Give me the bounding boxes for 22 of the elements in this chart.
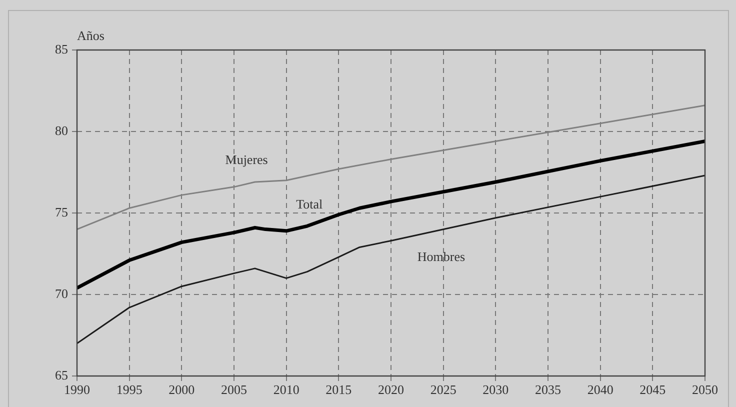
x-tick-label: 2035 (535, 382, 561, 398)
x-tick-label: 1995 (116, 382, 142, 398)
x-tick-label: 1990 (64, 382, 90, 398)
y-tick-label: 65 (55, 367, 68, 382)
x-tick-label: 2015 (326, 382, 352, 398)
series-label: Mujeres (225, 152, 268, 167)
y-tick-label: 80 (55, 122, 68, 138)
x-tick-label: 2010 (273, 382, 300, 398)
y-tick-label: 75 (55, 204, 68, 220)
x-tick-label: 2020 (378, 382, 404, 398)
y-tick-label: 70 (55, 286, 68, 301)
x-tick-label: 2005 (221, 382, 247, 398)
x-tick-label: 2045 (640, 382, 666, 398)
x-tick-label: 2040 (587, 382, 614, 398)
y-tick-label: 85 (55, 41, 68, 56)
x-tick-label: 2000 (168, 382, 195, 398)
x-tick-label: 2025 (430, 382, 456, 398)
y-axis-title: Años (77, 28, 104, 43)
x-tick-label: 2030 (482, 382, 509, 398)
x-tick-label: 2050 (692, 382, 718, 398)
series-label: Total (296, 196, 324, 212)
series-label: Hombres (417, 249, 466, 264)
